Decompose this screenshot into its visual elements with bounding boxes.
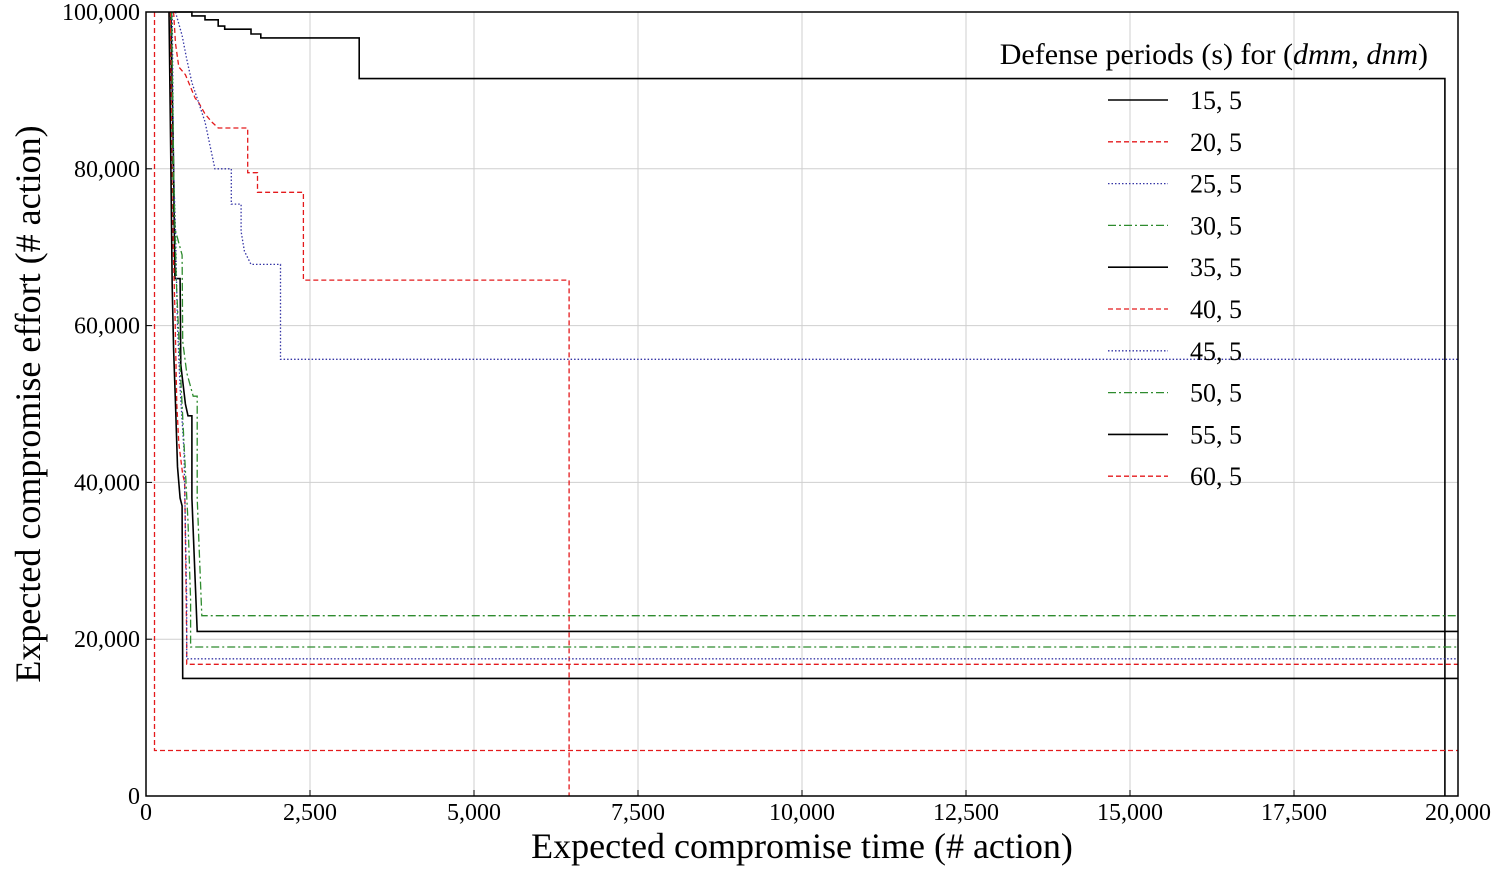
x-tick-label: 5,000 xyxy=(447,800,501,826)
y-tick-label: 80,000 xyxy=(74,157,140,183)
y-axis-label: Expected compromise effort (# action) xyxy=(8,125,48,682)
x-axis-label: Expected compromise time (# action) xyxy=(531,826,1073,866)
legend-label-9: 55, 5 xyxy=(1190,420,1242,449)
series-line-6 xyxy=(169,11,1458,665)
x-tick-label: 0 xyxy=(140,800,152,826)
x-axis-ticks: 0 2,500 5,000 7,500 10,000 12,500 15,000 17,500… xyxy=(140,790,1491,826)
legend-items: 15, 5 20, 5 25, 5 30, 5 35, 5 40, 5 45, 5 50, 5… xyxy=(1108,86,1242,491)
legend: Defense periods (s) for (dmm, dnm) 15, 5… xyxy=(1000,38,1428,491)
legend-label-6: 40, 5 xyxy=(1190,295,1242,324)
x-tick-label: 7,500 xyxy=(611,800,665,826)
legend-label-4: 30, 5 xyxy=(1190,211,1242,240)
x-tick-label: 10,000 xyxy=(769,800,835,826)
x-tick-label: 2,500 xyxy=(283,800,337,826)
legend-label-7: 45, 5 xyxy=(1190,337,1242,366)
series-line-10 xyxy=(153,12,1458,752)
series-line-1 xyxy=(173,11,1446,796)
y-axis-ticks: 0 20,000 40,000 60,000 80,000 100,000 xyxy=(62,0,152,810)
y-tick-label: 20,000 xyxy=(74,627,140,653)
legend-label-2: 20, 5 xyxy=(1190,128,1242,157)
y-tick-label: 60,000 xyxy=(74,314,140,340)
x-tick-label: 20,000 xyxy=(1425,800,1491,826)
series-line-9 xyxy=(168,11,1458,680)
series-line-3 xyxy=(174,11,1458,360)
x-tick-label: 12,500 xyxy=(933,800,999,826)
y-tick-label: 100,000 xyxy=(62,0,140,26)
series-lines xyxy=(153,11,1458,796)
legend-label-3: 25, 5 xyxy=(1190,170,1242,199)
x-tick-label: 15,000 xyxy=(1097,800,1163,826)
legend-label-1: 15, 5 xyxy=(1190,86,1242,115)
series-line-8 xyxy=(170,11,1458,648)
series-line-2 xyxy=(172,11,570,796)
legend-label-10: 60, 5 xyxy=(1190,462,1242,491)
legend-title: Defense periods (s) for (dmm, dnm) xyxy=(1000,38,1428,71)
x-tick-label: 17,500 xyxy=(1261,800,1327,826)
series-line-7 xyxy=(171,11,1458,660)
series-line-4 xyxy=(170,11,1458,617)
y-tick-label: 0 xyxy=(128,784,140,810)
series-line-5 xyxy=(170,11,1458,633)
legend-label-5: 35, 5 xyxy=(1190,253,1242,282)
legend-label-8: 50, 5 xyxy=(1190,379,1242,408)
grid xyxy=(146,12,1458,796)
y-tick-label: 40,000 xyxy=(74,470,140,496)
